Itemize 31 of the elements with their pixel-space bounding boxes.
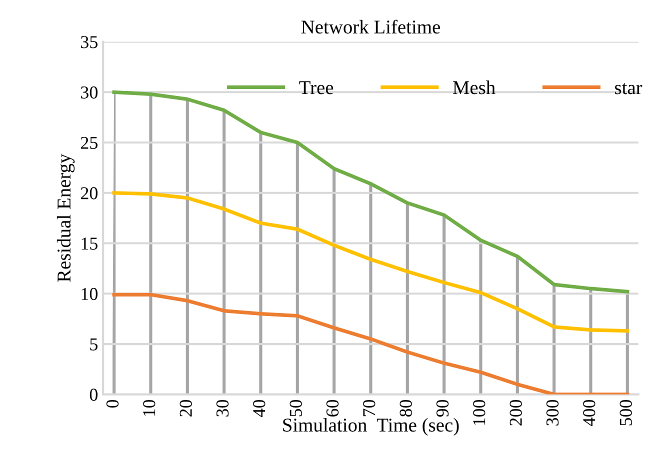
legend-label: star [615, 83, 642, 94]
x-tick-label: 60 [326, 400, 339, 417]
legend-label: Mesh [452, 80, 496, 94]
y-tick-label: 35 [81, 36, 98, 48]
x-tick-label: 70 [363, 400, 376, 416]
x-axis-title: Simulation Time (sec) [283, 418, 459, 436]
y-tick-label: 10 [82, 288, 98, 300]
x-tick-label: 300 [546, 400, 559, 426]
x-tick-label: 50 [290, 400, 302, 416]
x-tick-label: 30 [216, 400, 229, 416]
y-tick-label: 0 [90, 388, 98, 401]
line-series [112, 191, 630, 333]
x-tick-label: 100 [473, 400, 486, 425]
x-tick-label: 20 [180, 400, 192, 417]
legend-label: Tree [299, 81, 334, 94]
chart-title: Network Lifetime [301, 20, 440, 34]
y-tick-label: 25 [80, 136, 98, 149]
y-tick-label: 15 [82, 238, 98, 250]
y-tick-label: 5 [90, 338, 98, 350]
x-tick-label: 90 [436, 400, 449, 417]
y-tick-label: 20 [80, 187, 98, 200]
y-tick-label: 30 [81, 86, 98, 99]
y-axis-title: Residual Energy [56, 154, 75, 282]
x-tick-label: 500 [620, 400, 632, 426]
x-tick-label: 400 [583, 400, 596, 426]
x-tick-label: 0 [106, 400, 119, 408]
x-tick-label: 80 [400, 400, 412, 417]
x-tick-label: 10 [143, 400, 156, 416]
x-tick-label: 200 [510, 400, 522, 426]
line-series [112, 292, 630, 394]
x-tick-label: 40 [253, 400, 266, 417]
